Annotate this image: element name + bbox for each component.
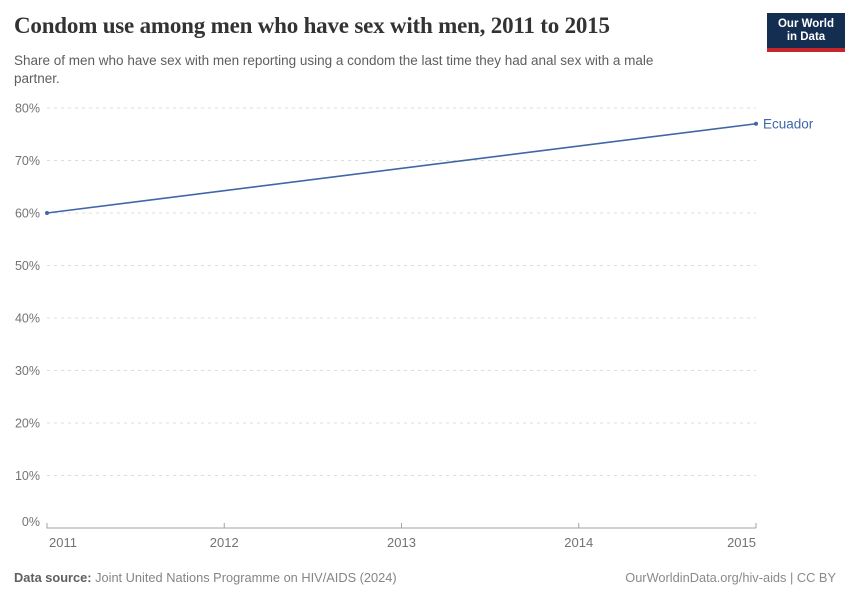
x-tick-label: 2011 bbox=[49, 535, 77, 550]
y-tick-label: 20% bbox=[15, 417, 40, 431]
y-tick-label: 10% bbox=[15, 469, 40, 483]
series-line-ecuador[interactable] bbox=[46, 122, 757, 214]
x-tick-label: 2012 bbox=[210, 535, 239, 550]
data-source-note: Data source: Joint United Nations Progra… bbox=[14, 570, 397, 585]
entity-label[interactable]: Ecuador bbox=[763, 116, 814, 131]
data-source-label: Data source: bbox=[14, 570, 92, 585]
y-tick-label: 70% bbox=[15, 154, 40, 168]
y-tick-label: 60% bbox=[15, 207, 40, 221]
data-source-text: Joint United Nations Programme on HIV/AI… bbox=[91, 570, 397, 585]
y-tick-label: 40% bbox=[15, 312, 40, 326]
y-tick-label: 0% bbox=[22, 515, 40, 529]
page-title: Condom use among men who have sex with m… bbox=[14, 13, 610, 38]
owid-logo-line1: Our World bbox=[777, 18, 834, 30]
y-tick-label: 30% bbox=[15, 364, 40, 378]
x-tick-label: 2015 bbox=[727, 535, 756, 550]
license-link[interactable]: OurWorldinData.org/hiv-aids | CC BY bbox=[625, 570, 836, 585]
data-point[interactable] bbox=[754, 121, 758, 126]
x-tick-label: 2014 bbox=[564, 535, 593, 550]
data-point[interactable] bbox=[45, 211, 49, 215]
x-tick-label: 2013 bbox=[387, 535, 416, 550]
y-tick-label: 50% bbox=[15, 259, 40, 273]
chart-subtitle: Share of men who have sex with men repor… bbox=[14, 53, 654, 86]
owid-logo-line2: in Data bbox=[786, 31, 826, 43]
y-tick-label: 80% bbox=[15, 102, 40, 116]
owid-logo[interactable]: Our World in Data bbox=[767, 13, 845, 52]
